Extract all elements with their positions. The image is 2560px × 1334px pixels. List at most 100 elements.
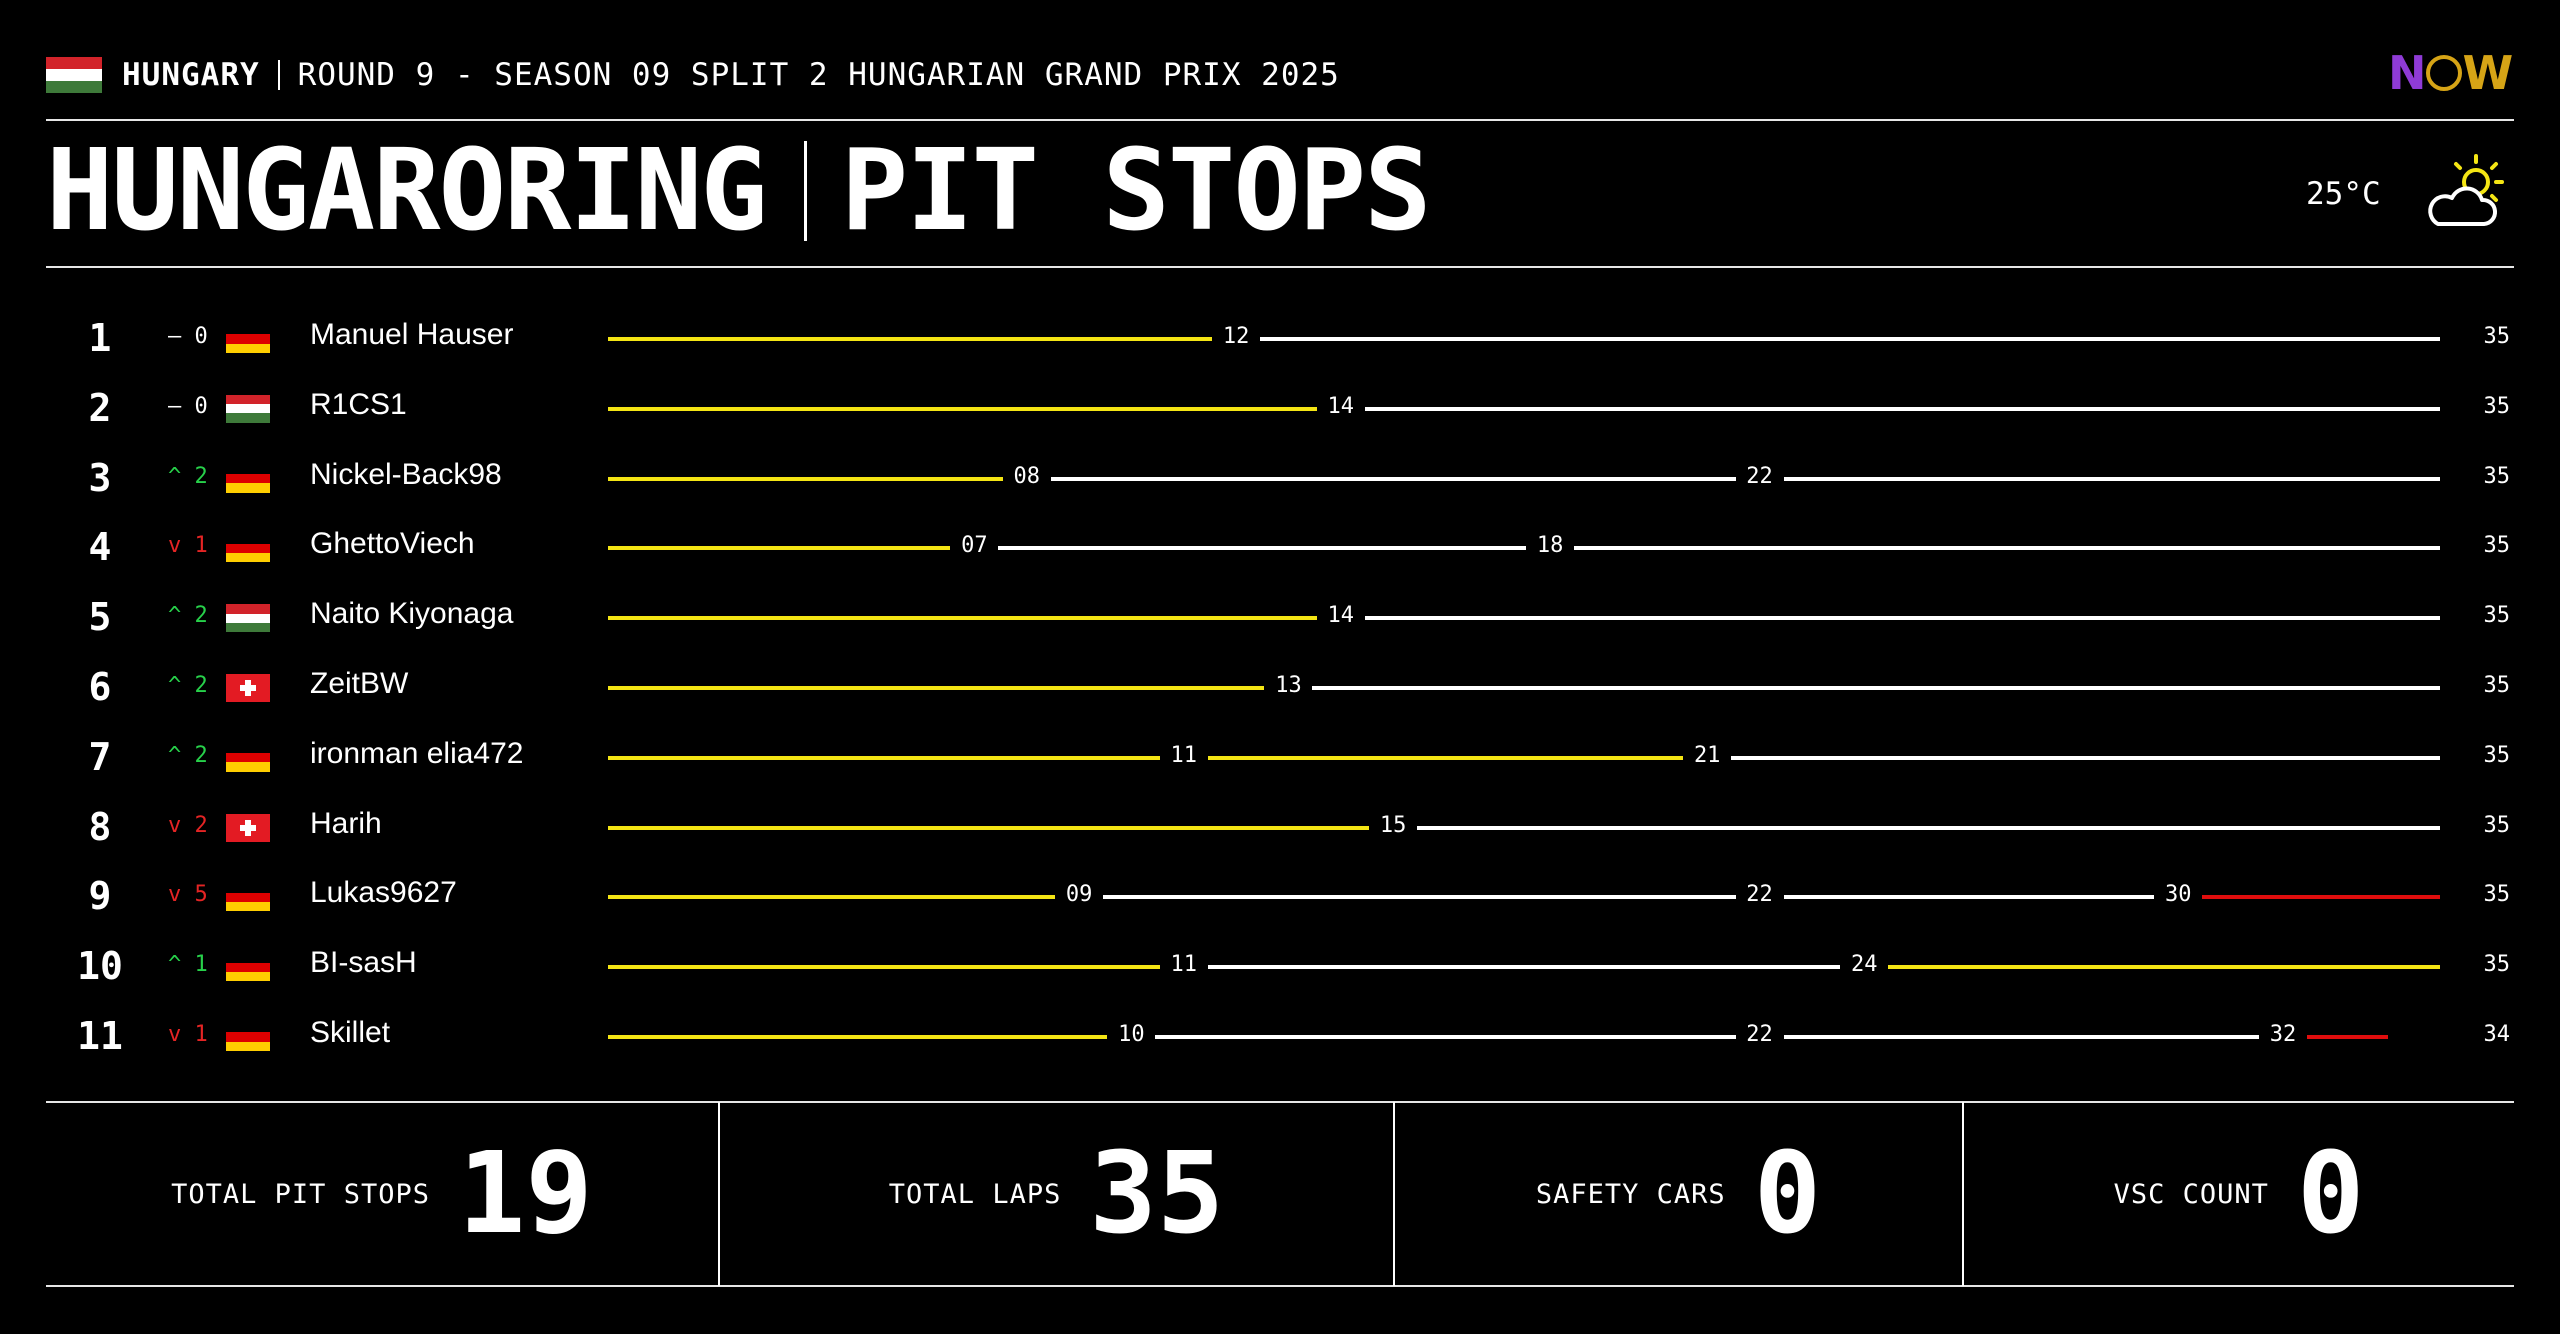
hungary-flag-icon	[226, 604, 270, 633]
pit-lap-label: 22	[1746, 463, 1773, 489]
flag-band	[226, 394, 270, 405]
table-row: 1 – 0 Manuel Hauser 12 35	[0, 308, 2560, 368]
dash-icon: –	[168, 324, 182, 349]
title-divider	[803, 141, 807, 241]
position-number: 8	[88, 804, 112, 849]
position-change-value: 2	[194, 812, 208, 838]
stint-bar-yellow	[608, 755, 1160, 760]
driver-name: Nickel-Back98	[310, 457, 502, 491]
stats-divider	[1962, 1102, 1964, 1286]
stint-bar-white	[1312, 686, 2440, 690]
position-change-space	[181, 464, 194, 489]
flag-band	[226, 1032, 270, 1042]
table-row: 3 ^ 2 Nickel-Back98 08 22 35	[0, 448, 2560, 508]
flag-band	[226, 343, 270, 353]
flag-band-white	[46, 69, 102, 81]
stat-safety-cars: SAFETY CARS 0	[1395, 1102, 1962, 1286]
driver-name: Naito Kiyonaga	[310, 597, 514, 631]
stats-top-rule	[46, 1101, 2514, 1103]
finish-lap-label: 35	[2483, 882, 2511, 908]
finish-lap-label: 35	[2483, 673, 2511, 698]
position-change-value: 2	[194, 463, 208, 489]
arrow-down-icon: v	[168, 1022, 182, 1047]
germany-flag-icon	[226, 743, 270, 772]
pit-lap-label: 12	[1222, 324, 1250, 349]
pit-lap-label: 22	[1746, 882, 1773, 908]
flag-band	[226, 762, 270, 772]
flag-band	[226, 753, 270, 763]
stint-bar-yellow	[608, 1035, 1108, 1039]
stint-bar-white	[1731, 755, 2440, 760]
finish-lap-label: 35	[2483, 324, 2511, 349]
position-change-space	[181, 394, 194, 419]
position-number: 6	[88, 665, 112, 709]
stat-label: TOTAL PIT STOPS	[171, 1178, 430, 1210]
stint-bar-red	[2306, 1035, 2388, 1039]
flag-band	[226, 902, 270, 912]
switzerland-flag-icon	[226, 813, 270, 842]
driver-name: ironman elia472	[310, 736, 524, 770]
flag-band	[226, 334, 270, 344]
table-row: 2 – 0 R1CS1 14 35	[0, 378, 2560, 438]
flag-band-green	[46, 81, 102, 93]
stint-bar-yellow	[608, 686, 1265, 690]
driver-name: R1CS1	[310, 387, 407, 421]
arrow-up-icon: ^	[168, 673, 182, 698]
pit-lap-label: 18	[1536, 533, 1564, 559]
country-label: HUNGARY	[122, 57, 260, 93]
position-change-space	[181, 952, 194, 977]
stint-bar-white	[1260, 337, 2440, 341]
position-change-space	[181, 882, 194, 907]
flag-band	[226, 464, 270, 474]
title-rule	[46, 266, 2514, 268]
driver-name: ZeitBW	[310, 667, 409, 700]
position-change: v 5	[168, 882, 208, 907]
flag-band	[226, 613, 270, 623]
pit-lap-label: 15	[1379, 812, 1407, 838]
position-change-value: 2	[194, 742, 208, 768]
stat-value: 0	[1753, 1129, 1822, 1259]
position-change-value: 0	[194, 324, 208, 349]
finish-lap-label: 35	[2483, 533, 2511, 559]
stat-label: SAFETY CARS	[1535, 1178, 1726, 1210]
driver-name: GhettoViech	[310, 527, 475, 561]
flag-band	[226, 743, 270, 754]
finish-lap-label: 35	[2483, 952, 2511, 978]
header-divider	[277, 60, 280, 90]
position-change-value: 2	[194, 673, 208, 698]
pit-lap-label: 21	[1693, 742, 1721, 768]
flag-band	[226, 473, 270, 484]
stint-bar-white	[1783, 895, 2155, 900]
swiss-cross	[226, 674, 270, 702]
position-change: – 0	[168, 324, 208, 349]
finish-lap-label: 35	[2483, 393, 2511, 419]
round-info: ROUND 9 - SEASON 09 SPLIT 2 HUNGARIAN GR…	[297, 57, 1340, 93]
table-row: 8 v 2 Harih 15 35	[0, 797, 2560, 857]
stint-bar-yellow	[608, 337, 1213, 341]
dash-icon: –	[168, 393, 182, 419]
position-change-space	[181, 324, 194, 349]
finish-lap-label: 35	[2483, 603, 2511, 629]
arrow-up-icon: ^	[168, 952, 182, 978]
stat-value: 35	[1089, 1129, 1225, 1259]
position-number: 5	[88, 595, 112, 640]
stint-bar-white	[1364, 616, 2440, 621]
position-change: v 2	[168, 813, 208, 838]
table-row: 7 ^ 2 ironman elia472 11 21 35	[0, 727, 2560, 787]
pit-lap-label: 30	[2165, 882, 2192, 908]
position-change: ^ 2	[168, 464, 208, 489]
hungary-flag-icon	[46, 57, 102, 93]
stat-total-laps: TOTAL LAPS 35	[720, 1102, 1393, 1286]
stat-label: TOTAL LAPS	[888, 1178, 1062, 1210]
track-name: HUNGARORING	[46, 126, 768, 256]
stint-bar-yellow	[608, 546, 951, 551]
finish-lap-label: 35	[2483, 463, 2511, 489]
pit-lap-label: 07	[961, 533, 988, 559]
position-change: v 1	[168, 533, 208, 558]
arrow-down-icon: v	[168, 812, 182, 838]
position-change-space	[181, 673, 194, 698]
logo-o-icon	[2425, 55, 2462, 91]
position-change: v 1	[168, 1022, 208, 1047]
position-change: ^ 2	[168, 603, 208, 628]
